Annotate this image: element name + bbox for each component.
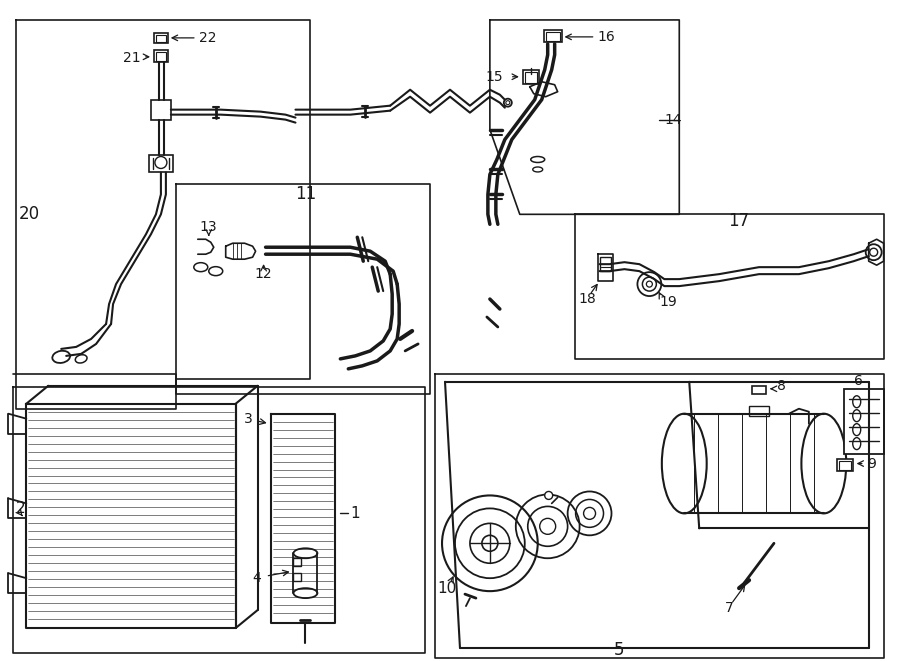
Text: 10: 10 bbox=[437, 580, 456, 596]
Text: 2: 2 bbox=[15, 501, 25, 516]
Bar bbox=[151, 100, 171, 120]
Text: 4: 4 bbox=[252, 571, 261, 585]
Bar bbox=[293, 573, 302, 581]
Bar bbox=[154, 50, 168, 62]
Text: 14: 14 bbox=[664, 112, 682, 127]
Bar bbox=[293, 559, 302, 566]
Text: 1: 1 bbox=[350, 506, 360, 521]
Circle shape bbox=[504, 98, 512, 106]
Text: 13: 13 bbox=[199, 220, 217, 234]
Text: 11: 11 bbox=[295, 185, 316, 204]
Text: 17: 17 bbox=[728, 212, 750, 230]
Bar bbox=[154, 33, 168, 43]
Text: 16: 16 bbox=[598, 30, 616, 44]
Bar bbox=[148, 155, 173, 173]
Text: 15: 15 bbox=[485, 70, 503, 84]
Bar bbox=[839, 461, 850, 469]
Bar bbox=[544, 30, 562, 42]
Text: 5: 5 bbox=[614, 641, 625, 659]
Text: 20: 20 bbox=[19, 206, 40, 223]
Text: 19: 19 bbox=[660, 295, 677, 309]
Bar bbox=[752, 386, 766, 394]
Text: 7: 7 bbox=[724, 601, 733, 615]
Text: 18: 18 bbox=[579, 292, 597, 306]
Text: 3: 3 bbox=[244, 412, 253, 426]
Text: 22: 22 bbox=[199, 31, 216, 45]
Circle shape bbox=[637, 272, 662, 296]
Text: 21: 21 bbox=[123, 51, 141, 65]
Bar bbox=[156, 52, 166, 61]
Bar bbox=[837, 459, 852, 471]
Bar bbox=[599, 257, 611, 271]
Text: 12: 12 bbox=[255, 267, 273, 281]
Circle shape bbox=[544, 492, 553, 500]
Bar bbox=[749, 406, 769, 416]
Bar bbox=[156, 35, 166, 42]
Bar bbox=[525, 72, 536, 83]
Text: 6: 6 bbox=[854, 374, 863, 388]
Circle shape bbox=[866, 244, 882, 260]
Text: 8: 8 bbox=[777, 379, 786, 393]
Bar bbox=[523, 70, 539, 84]
Text: 9: 9 bbox=[867, 457, 876, 471]
Bar bbox=[844, 389, 884, 453]
Bar bbox=[545, 32, 560, 41]
